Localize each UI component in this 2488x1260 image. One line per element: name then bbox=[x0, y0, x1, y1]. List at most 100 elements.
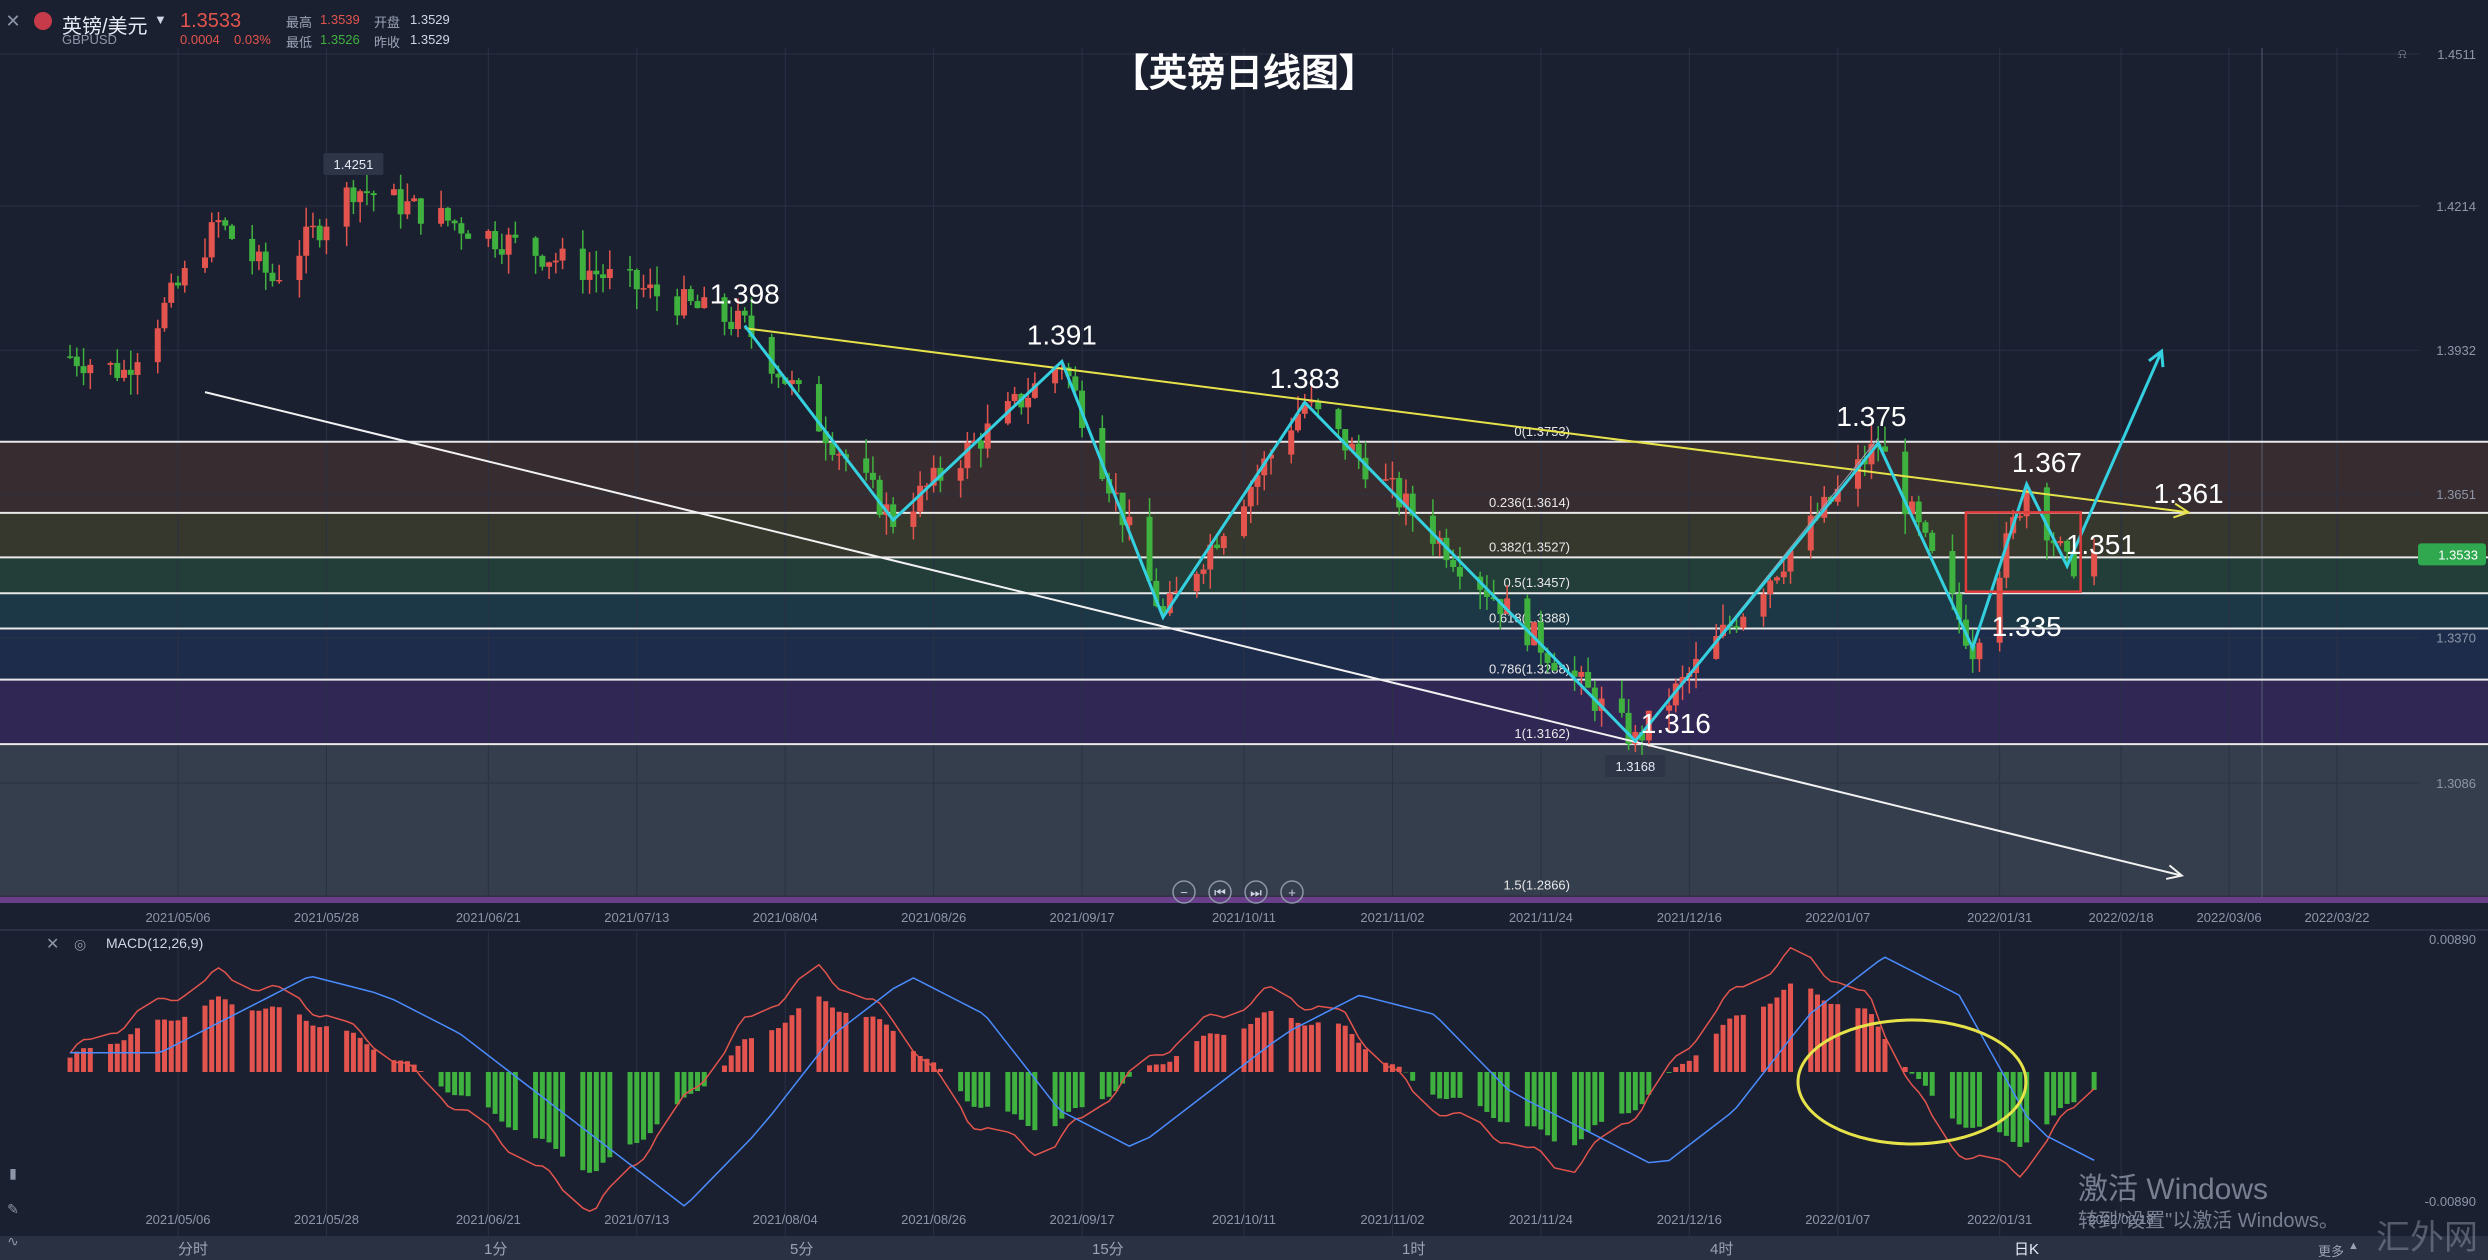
macd-bar bbox=[2017, 1072, 2023, 1147]
macd-bar bbox=[587, 1072, 593, 1173]
macd-bar bbox=[438, 1072, 444, 1087]
zoom-control-button[interactable] bbox=[1172, 880, 1196, 904]
macd-bar bbox=[317, 1027, 323, 1072]
tab-tick[interactable]: 分时 bbox=[178, 1241, 209, 1258]
candle-body bbox=[1220, 536, 1227, 549]
candle-body bbox=[1544, 652, 1551, 663]
candle-body bbox=[1402, 493, 1409, 508]
candle-body bbox=[1666, 705, 1673, 711]
wave-icon[interactable]: ∿ bbox=[7, 1233, 19, 1249]
macd-bottom-value: -0.00890 bbox=[2425, 1194, 2476, 1209]
tab-1hour[interactable]: 1时 bbox=[1402, 1241, 1426, 1258]
price-axis-label: 1.3086 bbox=[2436, 776, 2476, 791]
candle-body bbox=[323, 226, 330, 241]
macd-bar bbox=[2003, 1072, 2009, 1136]
macd-bar bbox=[2024, 1072, 2030, 1143]
price-annotation: 1.375 bbox=[1836, 401, 1906, 432]
candle-body bbox=[1429, 515, 1436, 544]
macd-bar bbox=[1868, 1014, 1874, 1072]
candle-body bbox=[1153, 580, 1160, 607]
macd-bar bbox=[1255, 1017, 1260, 1072]
candle-body bbox=[1807, 515, 1814, 551]
macd-bar bbox=[1727, 1018, 1733, 1072]
candle-body bbox=[701, 297, 708, 309]
candle-body bbox=[1348, 443, 1355, 451]
x-axis-label: 2021/08/04 bbox=[753, 910, 818, 925]
candle-body bbox=[748, 315, 755, 338]
tab-5min[interactable]: 5分 bbox=[790, 1241, 814, 1258]
macd-bar bbox=[883, 1024, 889, 1072]
candle-body bbox=[1173, 591, 1180, 594]
macd-bar bbox=[1207, 1033, 1213, 1072]
zoom-control-button[interactable] bbox=[1280, 880, 1304, 904]
candle-body bbox=[836, 454, 843, 456]
macd-bar bbox=[1976, 1072, 1982, 1127]
caret-up-icon[interactable]: ▲ bbox=[2348, 1240, 2359, 1252]
candle-body bbox=[465, 233, 472, 239]
pen-icon[interactable]: ✎ bbox=[7, 1201, 19, 1217]
x-axis-label: 2021/05/06 bbox=[145, 910, 210, 925]
tab-daily[interactable]: 日K bbox=[2014, 1241, 2040, 1258]
candle-body bbox=[303, 226, 310, 256]
macd-bar bbox=[229, 1004, 235, 1072]
macd-bar bbox=[1916, 1072, 1922, 1079]
candle-body bbox=[876, 479, 883, 516]
tab-more[interactable]: 更多 bbox=[2318, 1244, 2345, 1259]
candle-body bbox=[1342, 429, 1349, 451]
candle-body bbox=[175, 282, 181, 286]
macd-bar bbox=[1032, 1072, 1038, 1131]
tab-1min[interactable]: 1分 bbox=[484, 1241, 508, 1258]
macd-bar bbox=[1308, 1024, 1314, 1072]
candle-body bbox=[1578, 671, 1585, 677]
macd-bar bbox=[398, 1060, 404, 1072]
candle-body bbox=[1949, 551, 1956, 594]
macd-bar bbox=[1005, 1072, 1011, 1112]
tab-4hour[interactable]: 4时 bbox=[1710, 1241, 1734, 1258]
zoom-control-button[interactable] bbox=[1208, 880, 1232, 904]
macd-bar bbox=[182, 1016, 188, 1072]
zoom-control-button[interactable] bbox=[1244, 880, 1268, 904]
macd-close-icon[interactable]: ✕ bbox=[46, 936, 59, 953]
chevron-down-icon[interactable]: ▼ bbox=[154, 12, 167, 27]
candle-body bbox=[370, 193, 377, 196]
macd-bar bbox=[937, 1068, 943, 1072]
macd-bar bbox=[323, 1026, 329, 1072]
candle-body bbox=[1996, 577, 2003, 643]
fib-label: 0.236(1.3614) bbox=[1489, 495, 1570, 510]
candle-body bbox=[984, 423, 991, 449]
candle-body bbox=[1780, 571, 1787, 578]
candle-body bbox=[512, 234, 519, 238]
macd-bar bbox=[1349, 1034, 1355, 1072]
price-annotation: 1.316 bbox=[1641, 708, 1711, 739]
macd-bar bbox=[202, 1005, 208, 1072]
candle-body bbox=[2064, 540, 2071, 552]
symbol-name[interactable]: 英镑/美元 bbox=[62, 16, 148, 38]
candle-body bbox=[1504, 598, 1511, 615]
candle-body bbox=[1450, 560, 1457, 568]
candle-body bbox=[1767, 580, 1774, 595]
macd-bar bbox=[1410, 1072, 1416, 1081]
candle-body bbox=[1915, 501, 1922, 523]
close-icon[interactable]: ✕ bbox=[5, 11, 21, 31]
macd-bar bbox=[917, 1056, 923, 1072]
macd-bar bbox=[1619, 1072, 1625, 1114]
candle-body bbox=[397, 189, 404, 215]
macd-bar bbox=[2091, 1072, 2097, 1090]
macd-bar bbox=[310, 1025, 316, 1072]
macd-bar bbox=[418, 1071, 424, 1072]
candle-body bbox=[498, 249, 505, 255]
candle-body bbox=[215, 220, 222, 223]
candle-body bbox=[1011, 393, 1018, 402]
macd-bar bbox=[1059, 1072, 1065, 1119]
macd-bar bbox=[1626, 1072, 1632, 1114]
macd-bar bbox=[506, 1072, 512, 1128]
macd-bar bbox=[1922, 1072, 1928, 1086]
bar-chart-icon[interactable]: ▮ bbox=[9, 1165, 17, 1181]
macd-bar bbox=[465, 1072, 471, 1097]
fib-label: 0.786(1.3288) bbox=[1489, 662, 1570, 677]
symbol-code: GBPUSD bbox=[62, 32, 117, 47]
tab-15min[interactable]: 15分 bbox=[1092, 1241, 1124, 1258]
x-axis-label: 2021/08/26 bbox=[901, 910, 966, 925]
candle-body bbox=[687, 289, 694, 302]
